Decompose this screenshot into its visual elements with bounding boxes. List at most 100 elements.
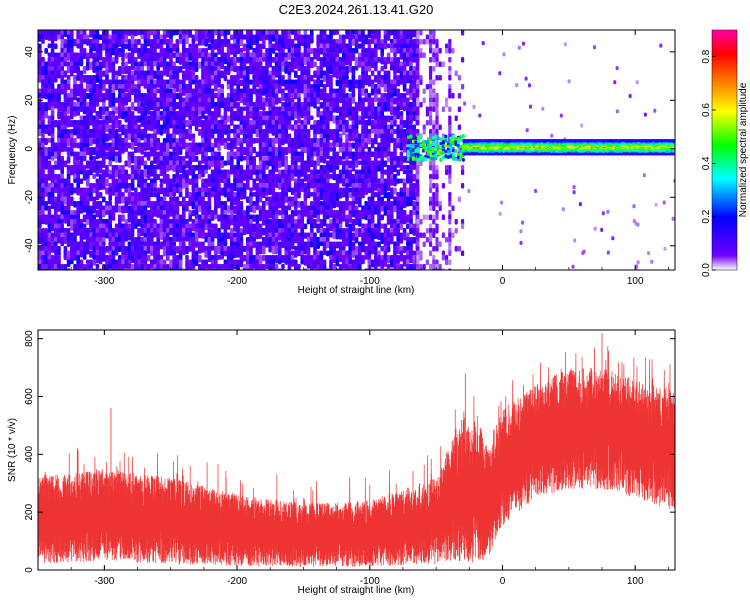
spectrogram-cell bbox=[393, 70, 397, 76]
spectrogram-cell bbox=[354, 30, 359, 35]
spectrogram-cell bbox=[172, 160, 176, 166]
spectrogram-cell bbox=[82, 102, 87, 107]
spectrogram-cell bbox=[220, 223, 224, 230]
spectrogram-cell bbox=[313, 201, 317, 206]
spectrogram-cell bbox=[274, 255, 279, 264]
spectrogram-cell bbox=[396, 43, 400, 49]
spectrogram-cell bbox=[201, 246, 205, 253]
spectrogram-cell bbox=[380, 75, 384, 81]
spectrogram-cell bbox=[191, 48, 196, 54]
spectrogram-cell bbox=[364, 48, 368, 53]
spectrogram-cell bbox=[393, 219, 397, 224]
spectrogram-cell bbox=[383, 160, 388, 168]
spectrogram-cell bbox=[236, 102, 240, 108]
spectrogram-cell bbox=[66, 241, 71, 247]
spectrogram-cell bbox=[255, 232, 260, 240]
spectrogram-cell bbox=[194, 79, 199, 85]
spectrogram-cell bbox=[108, 34, 112, 40]
spectrogram-cell bbox=[214, 142, 218, 148]
spectrogram-cell bbox=[226, 223, 231, 230]
spectrogram-cell bbox=[89, 52, 93, 59]
spectrogram-cell bbox=[185, 178, 189, 184]
spectrogram-cell bbox=[367, 120, 372, 126]
spectrogram-cell bbox=[284, 138, 288, 144]
spectrogram-cell bbox=[124, 268, 128, 270]
spectrogram-cell bbox=[156, 174, 160, 181]
spectrogram-cell bbox=[396, 48, 400, 54]
spectrogram-cell bbox=[79, 156, 84, 161]
spectrogram-cell bbox=[393, 178, 397, 187]
spectrogram-cell bbox=[290, 48, 295, 53]
spectrogram-cell bbox=[335, 88, 340, 94]
spectrogram-cell bbox=[396, 133, 400, 139]
spectrogram-cell bbox=[223, 142, 228, 150]
spectrogram-cell bbox=[207, 165, 212, 170]
spectrogram-cell bbox=[114, 187, 119, 193]
spectrogram-cell bbox=[182, 75, 186, 80]
spectrogram-cell bbox=[124, 66, 128, 75]
spectrogram-cell bbox=[271, 232, 276, 238]
spectrogram-cell bbox=[348, 48, 352, 54]
spectrogram-cell bbox=[82, 124, 87, 130]
spectrogram-cell bbox=[345, 237, 349, 242]
spectrogram-cell bbox=[137, 115, 141, 123]
spectrogram-cell bbox=[134, 268, 138, 270]
spectrogram-cell bbox=[150, 250, 154, 256]
spectrogram-cell bbox=[271, 79, 276, 85]
spectrogram-cell bbox=[345, 75, 349, 80]
spectrogram-cell bbox=[79, 192, 84, 198]
spectrogram-cell bbox=[255, 214, 260, 220]
spectrogram-cell bbox=[342, 129, 346, 136]
spectrogram-cell bbox=[297, 174, 301, 179]
spectrogram-cell bbox=[41, 156, 45, 162]
spectrogram-cell bbox=[130, 61, 135, 70]
spectrogram-cell bbox=[38, 268, 42, 270]
spectrogram-cell bbox=[47, 268, 52, 270]
spectrogram-cell bbox=[92, 138, 96, 145]
spectrogram-cell bbox=[47, 264, 52, 270]
spectrogram-cell bbox=[140, 241, 144, 246]
spectrogram-cell bbox=[86, 93, 90, 99]
spectrogram-cell bbox=[140, 160, 144, 166]
spectrogram-cell bbox=[159, 205, 164, 211]
spectrogram-cell bbox=[329, 147, 333, 152]
spectrogram-cell bbox=[223, 268, 228, 270]
spectrogram-cell bbox=[374, 264, 378, 270]
spectrogram-cell bbox=[313, 52, 317, 60]
spectrogram-cell bbox=[370, 142, 375, 149]
spectrogram-cell bbox=[143, 142, 148, 151]
spectrogram-cell bbox=[118, 52, 122, 58]
spectrogram-cell bbox=[86, 129, 90, 134]
spectrogram-cell bbox=[290, 115, 295, 121]
spectrogram-cell bbox=[102, 84, 106, 91]
spectrogram-cell bbox=[370, 111, 375, 120]
spectrogram-cell bbox=[226, 205, 231, 214]
spectrogram-cell bbox=[89, 43, 93, 49]
spectrogram-cell bbox=[60, 147, 64, 153]
spectrogram-cell bbox=[146, 255, 151, 262]
spectrogram-cell bbox=[143, 192, 148, 197]
spectrogram-cell bbox=[178, 165, 183, 174]
spectrogram-cell bbox=[210, 228, 215, 234]
spectrogram-cell bbox=[159, 115, 164, 121]
spectrogram-cell bbox=[300, 187, 304, 193]
spectrogram-cell bbox=[210, 187, 215, 192]
spectrogram-cell bbox=[182, 79, 186, 85]
spectrogram-cell bbox=[121, 147, 125, 154]
spectrogram-cell bbox=[95, 246, 100, 251]
spectrogram-cell bbox=[102, 61, 106, 69]
spectrogram-cell bbox=[297, 201, 301, 208]
spectrogram-cell bbox=[316, 241, 320, 249]
spectrogram-cell bbox=[172, 124, 176, 130]
spectrogram-cell bbox=[316, 214, 320, 223]
spectrogram-cell bbox=[76, 111, 80, 116]
spectrogram-cell bbox=[313, 160, 317, 166]
spectrogram-cell bbox=[92, 223, 96, 229]
spectrogram-cell bbox=[175, 246, 180, 254]
spectrogram-cell bbox=[319, 183, 324, 188]
spectrogram-cell bbox=[63, 255, 68, 260]
spectrogram-cell bbox=[44, 187, 48, 194]
spectrogram-cell bbox=[207, 223, 212, 229]
spectrogram-cell bbox=[153, 156, 157, 164]
spectrogram-cell bbox=[332, 115, 336, 124]
